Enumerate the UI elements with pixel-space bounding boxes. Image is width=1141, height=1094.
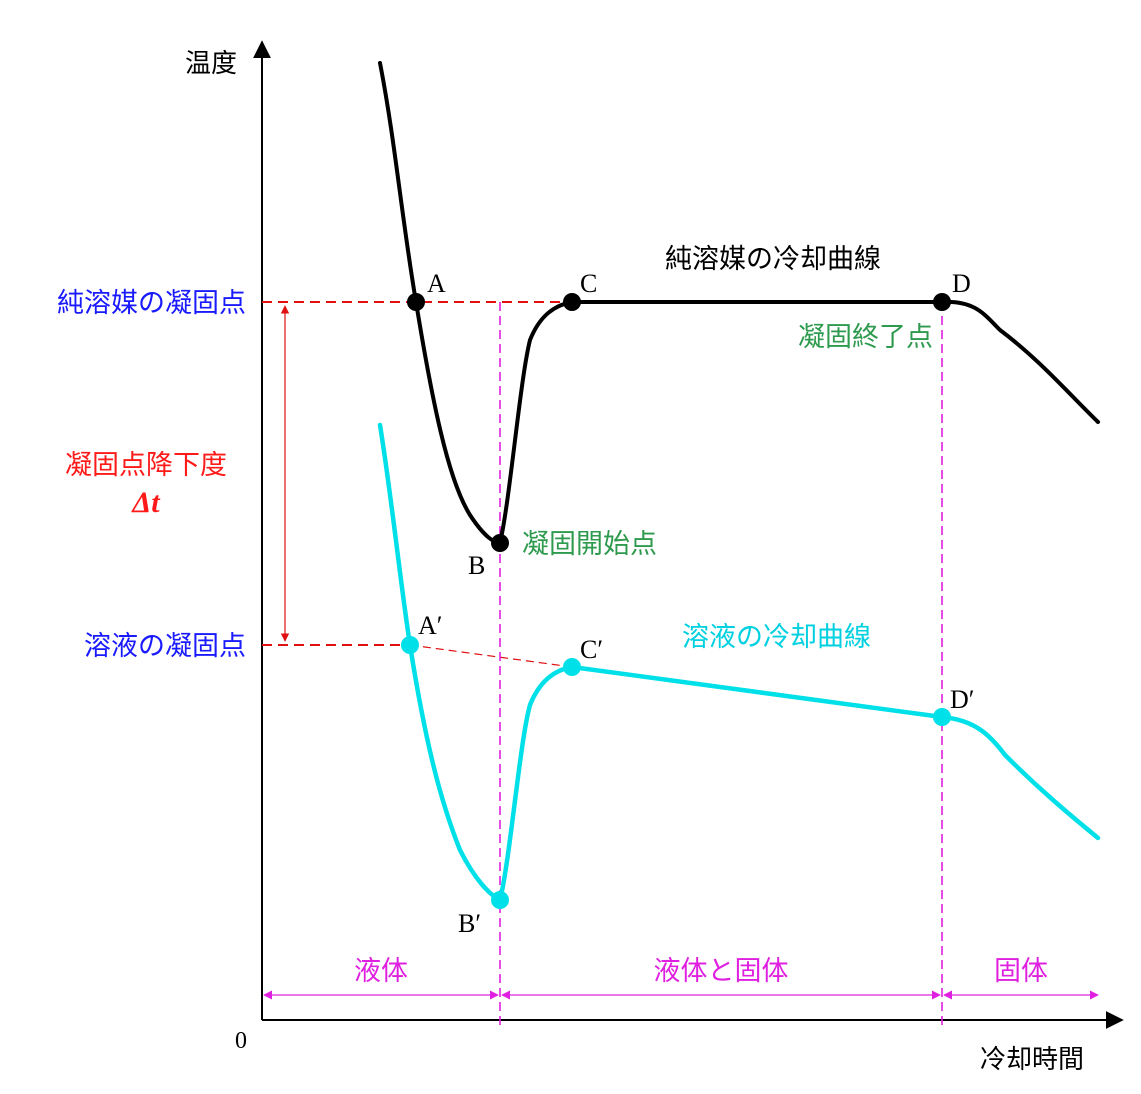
point-D-label: D <box>952 269 971 298</box>
x-axis-label: 冷却時間 <box>980 1045 1084 1075</box>
phase-solid-label: 固体 <box>994 956 1048 987</box>
point-D-prime-label: D′ <box>950 685 974 714</box>
solution-curve-line <box>377 422 1101 903</box>
freeze-start-label: 凝固開始点 <box>522 529 657 560</box>
pure-curve-title: 純溶媒の冷却曲線 <box>665 244 881 275</box>
freezing-point-guides <box>262 301 573 668</box>
point-A-prime-label: A′ <box>418 611 442 640</box>
point-B-prime-label: B′ <box>458 909 481 938</box>
level-labels: 純溶媒の凝固点 凝固点降下度 Δt 溶液の凝固点 <box>57 288 246 662</box>
pure-freezing-point-label: 純溶媒の凝固点 <box>57 288 246 319</box>
freeze-end-label: 凝固終了点 <box>798 322 933 353</box>
point-C <box>563 293 581 311</box>
y-axis-label: 温度 <box>185 49 237 79</box>
point-C-prime-label: C′ <box>580 635 603 664</box>
axes: 温度 冷却時間 0 <box>185 40 1124 1075</box>
curve-annotations: 純溶媒の冷却曲線 溶液の冷却曲線 凝固開始点 凝固終了点 <box>522 244 933 653</box>
point-B <box>491 534 509 552</box>
point-A-label: A <box>427 269 446 298</box>
point-B-label: B <box>468 551 485 580</box>
point-C-label: C <box>580 269 597 298</box>
extrapolation-dash <box>409 644 573 668</box>
origin-label: 0 <box>235 1028 247 1054</box>
solution-curve: A′ B′ C′ D′ <box>377 422 1101 938</box>
point-D <box>933 293 951 311</box>
phase-ranges: 液体 液体と固体 固体 <box>263 956 1099 1000</box>
pure-solvent-curve: A B C D <box>378 61 1100 580</box>
solution-curve-title: 溶液の冷却曲線 <box>682 622 871 653</box>
depression-symbol: Δt <box>131 486 161 519</box>
point-A-prime <box>401 636 419 654</box>
depression-label: 凝固点降下度 <box>65 450 227 481</box>
solution-freezing-point-label: 溶液の凝固点 <box>84 631 246 662</box>
point-D-prime <box>933 708 951 726</box>
phase-liquid-label: 液体 <box>354 956 408 987</box>
point-A <box>407 293 425 311</box>
phase-liquid-solid-label: 液体と固体 <box>654 956 789 987</box>
point-C-prime <box>563 658 581 676</box>
point-B-prime <box>491 891 509 909</box>
pure-curve-line <box>378 61 1100 545</box>
